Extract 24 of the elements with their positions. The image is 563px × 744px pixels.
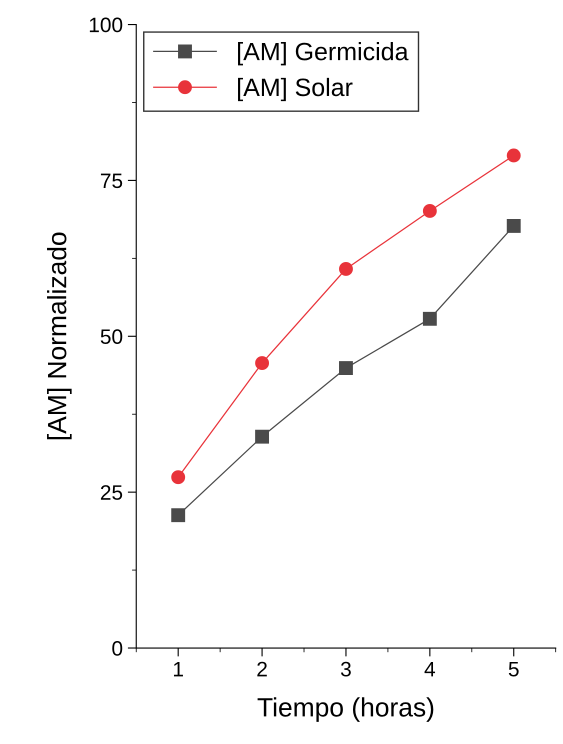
point	[339, 361, 353, 376]
y-tick-label: 50	[100, 329, 122, 344]
point	[255, 430, 270, 444]
x-tick-label: 2	[257, 662, 267, 676]
x-tick-label: 1	[174, 662, 183, 676]
y-tick-label: 75	[100, 174, 122, 188]
point	[506, 218, 521, 233]
point	[422, 312, 437, 326]
x-tick-label: 4	[424, 662, 436, 676]
y-tick-label: 100	[90, 18, 122, 32]
point	[422, 204, 437, 218]
point	[506, 148, 521, 162]
point	[171, 508, 186, 522]
point	[339, 262, 353, 276]
y-tick-label: 25	[100, 485, 122, 500]
legend-label: [AM] Solar	[238, 78, 353, 102]
point	[171, 470, 186, 484]
point	[255, 356, 270, 370]
y-tick-label: 0	[112, 641, 122, 656]
x-tick-label: 5	[508, 662, 519, 677]
legend-label: [AM] Germicida	[238, 42, 408, 66]
y-axis-title: [AM] Normalizado	[47, 232, 72, 440]
x-axis-title: Tiempo (horas)	[258, 697, 434, 722]
x-tick-label: 3	[340, 662, 351, 677]
